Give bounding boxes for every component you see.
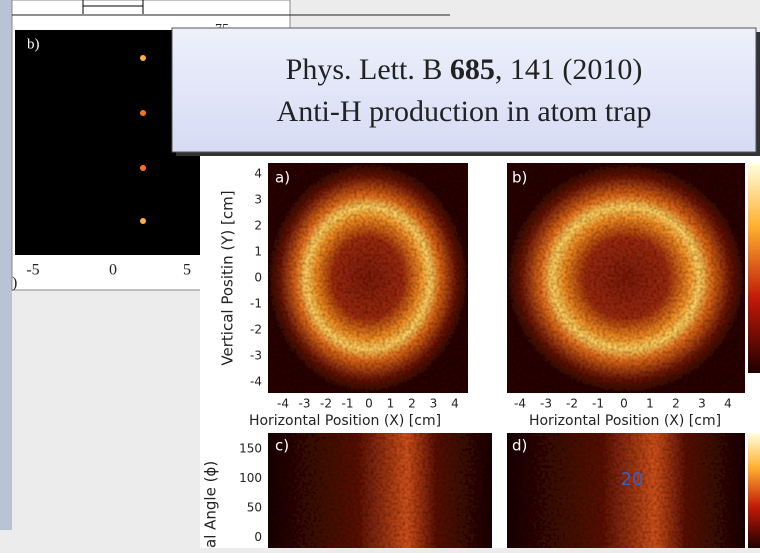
tick-label: 4 xyxy=(254,167,262,181)
tick-label: 1 xyxy=(254,245,262,259)
tick-label: 4 xyxy=(451,397,459,411)
page-number: 20 xyxy=(621,469,644,490)
tick-label: 0 xyxy=(109,262,117,279)
citation-subtitle: Anti-H production in atom trap xyxy=(277,95,652,128)
window-chrome xyxy=(0,0,12,530)
panel-label: b) xyxy=(27,36,40,52)
tick-label: -4 xyxy=(277,397,289,411)
volume: 685 xyxy=(450,53,495,86)
tick-label: 0 xyxy=(254,271,262,285)
heatmap xyxy=(268,433,492,548)
heatmap xyxy=(268,163,468,393)
heatmap xyxy=(507,433,745,548)
axis-label: Vertical Positin (Y) [cm] xyxy=(219,190,237,365)
colorbar xyxy=(748,433,760,548)
panel-label: b) xyxy=(512,169,527,187)
colorbar xyxy=(748,163,760,373)
axis-label: Horizontal Position (X) [cm] xyxy=(249,413,441,429)
tick-label: -1 xyxy=(592,397,604,411)
tick-label: 50 xyxy=(247,501,262,515)
spot xyxy=(140,110,146,116)
tick-label: 2 xyxy=(254,219,262,233)
tick-label: 3 xyxy=(254,193,262,207)
tick-label: 1 xyxy=(646,397,654,411)
tick-label: 0 xyxy=(254,530,262,544)
pages: , 141 (2010) xyxy=(495,53,642,86)
tick-label: -3 xyxy=(540,397,552,411)
tick-label: -1 xyxy=(342,397,354,411)
tick-label: -4 xyxy=(250,375,262,389)
heatmap xyxy=(507,163,745,393)
tick-label: 1 xyxy=(387,397,395,411)
tick-label: 4 xyxy=(724,397,732,411)
citation: Phys. Lett. B 685, 141 (2010) xyxy=(286,53,643,86)
fragment: ) xyxy=(12,275,17,292)
citation-box xyxy=(171,27,757,153)
tick-label: -4 xyxy=(514,397,526,411)
tick-label: 0 xyxy=(365,397,373,411)
spot xyxy=(140,218,146,224)
tick-label: -5 xyxy=(26,262,39,279)
tick-label: -3 xyxy=(299,397,311,411)
spot xyxy=(140,55,146,61)
tick-label: 0 xyxy=(620,397,628,411)
tick-label: 2 xyxy=(672,397,680,411)
tick-label: 2 xyxy=(408,397,416,411)
axis-label: al Angle (ϕ) xyxy=(202,461,220,548)
tick-label: -2 xyxy=(250,323,262,337)
tick-label: 5 xyxy=(183,262,191,279)
tick-label: -1 xyxy=(250,297,262,311)
tick-label: 150 xyxy=(239,442,262,456)
panel-label: d) xyxy=(512,437,527,455)
axis-label: Horizontal Position (X) [cm] xyxy=(529,413,721,429)
spots xyxy=(140,55,146,224)
tick-label: -3 xyxy=(250,349,262,363)
tick-label: 3 xyxy=(430,397,438,411)
tick-label: -2 xyxy=(566,397,578,411)
tick-label: 100 xyxy=(239,471,262,485)
spot xyxy=(140,165,146,171)
tick-label: 3 xyxy=(698,397,706,411)
panel-label: a) xyxy=(275,169,290,187)
journal: Phys. Lett. B xyxy=(286,53,443,86)
tick-label: -2 xyxy=(320,397,332,411)
panel-label: c) xyxy=(275,437,289,455)
